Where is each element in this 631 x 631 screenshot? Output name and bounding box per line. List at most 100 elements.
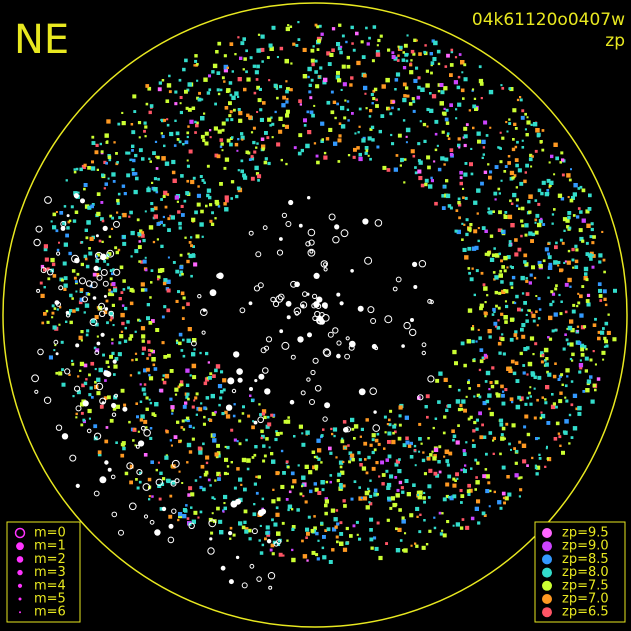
star-dot [211, 512, 214, 515]
star-bright [220, 565, 226, 571]
star-dot [547, 255, 552, 260]
star-dot [194, 210, 198, 215]
star-dot [382, 165, 387, 170]
star-dot [205, 396, 210, 400]
star-dot [506, 366, 511, 371]
star-dot [75, 167, 79, 171]
star-dot [442, 185, 446, 189]
star-dot [52, 225, 57, 230]
star-dot [360, 40, 364, 44]
star-dot [488, 175, 492, 180]
star-dot [190, 179, 195, 185]
star-dot [581, 188, 586, 193]
star-bright [289, 399, 295, 405]
star-dot [274, 437, 278, 442]
star-dot [169, 494, 173, 498]
star-dot [217, 129, 222, 134]
star-dot [535, 295, 538, 297]
star-dot [320, 434, 324, 437]
star-dot [415, 66, 419, 70]
star-dot [121, 304, 125, 307]
star-dot [121, 321, 125, 326]
star-ring [55, 424, 63, 431]
star-dot [342, 499, 346, 503]
star-bright [316, 296, 323, 303]
star-dot [211, 70, 215, 74]
star-dot [125, 151, 129, 155]
star-dot [316, 557, 320, 561]
star-dot [186, 259, 190, 264]
star-dot [261, 147, 265, 151]
star-dot [255, 78, 259, 81]
star-dot [585, 348, 588, 351]
star-dot [284, 58, 289, 64]
star-dot [95, 259, 99, 263]
star-dot [187, 82, 192, 87]
star-dot [106, 321, 109, 325]
star-dot [425, 69, 429, 73]
star-dot [550, 290, 554, 294]
star-ring [110, 474, 116, 480]
star-ring [307, 248, 316, 257]
star-bright [154, 529, 161, 536]
star-dot [320, 521, 324, 525]
star-dot [185, 191, 190, 196]
star-dot [320, 461, 323, 464]
star-bright [336, 353, 341, 359]
star-dot [190, 244, 193, 248]
star-dot [292, 42, 296, 46]
star-dot [546, 421, 551, 425]
star-dot [369, 537, 374, 542]
star-dot [240, 132, 244, 136]
star-dot [164, 373, 170, 379]
star-dot [263, 454, 267, 458]
star-dot [369, 479, 372, 482]
star-dot [557, 193, 563, 198]
star-dot [375, 98, 378, 102]
star-dot [146, 357, 149, 360]
star-dot [415, 506, 420, 511]
star-ring [257, 282, 264, 289]
star-dot [133, 110, 137, 113]
star-dot [344, 99, 347, 102]
star-dot [342, 547, 348, 552]
star-dot [516, 98, 520, 102]
star-ring [364, 256, 373, 265]
star-dot [210, 393, 215, 399]
star-dot [493, 490, 496, 494]
star-ring [33, 238, 41, 247]
star-dot [488, 388, 491, 391]
star-bright [100, 332, 105, 337]
star-dot [513, 333, 518, 337]
star-dot [398, 414, 402, 418]
star-dot [520, 219, 524, 223]
star-dot [570, 328, 575, 333]
star-dot [367, 154, 370, 157]
star-dot [394, 88, 397, 91]
star-dot [155, 155, 158, 158]
star-dot [200, 116, 205, 121]
star-ring [307, 228, 316, 237]
star-dot [345, 526, 349, 531]
star-dot [111, 303, 115, 307]
star-dot [491, 366, 495, 370]
star-dot [136, 415, 139, 419]
star-ring [384, 315, 393, 324]
star-dot [504, 496, 509, 501]
star-dot [144, 268, 148, 272]
star-dot [203, 112, 206, 115]
star-dot [177, 518, 180, 522]
star-dot [332, 527, 337, 532]
star-dot [432, 57, 437, 62]
star-dot [98, 367, 103, 373]
star-dot [140, 288, 145, 292]
star-dot [440, 90, 445, 95]
star-dot [134, 330, 137, 333]
star-dot [526, 396, 529, 400]
star-dot [248, 528, 252, 533]
star-dot [405, 135, 408, 138]
star-dot [612, 337, 617, 342]
star-dot [476, 212, 479, 215]
star-dot [474, 506, 479, 511]
star-dot [161, 378, 164, 381]
